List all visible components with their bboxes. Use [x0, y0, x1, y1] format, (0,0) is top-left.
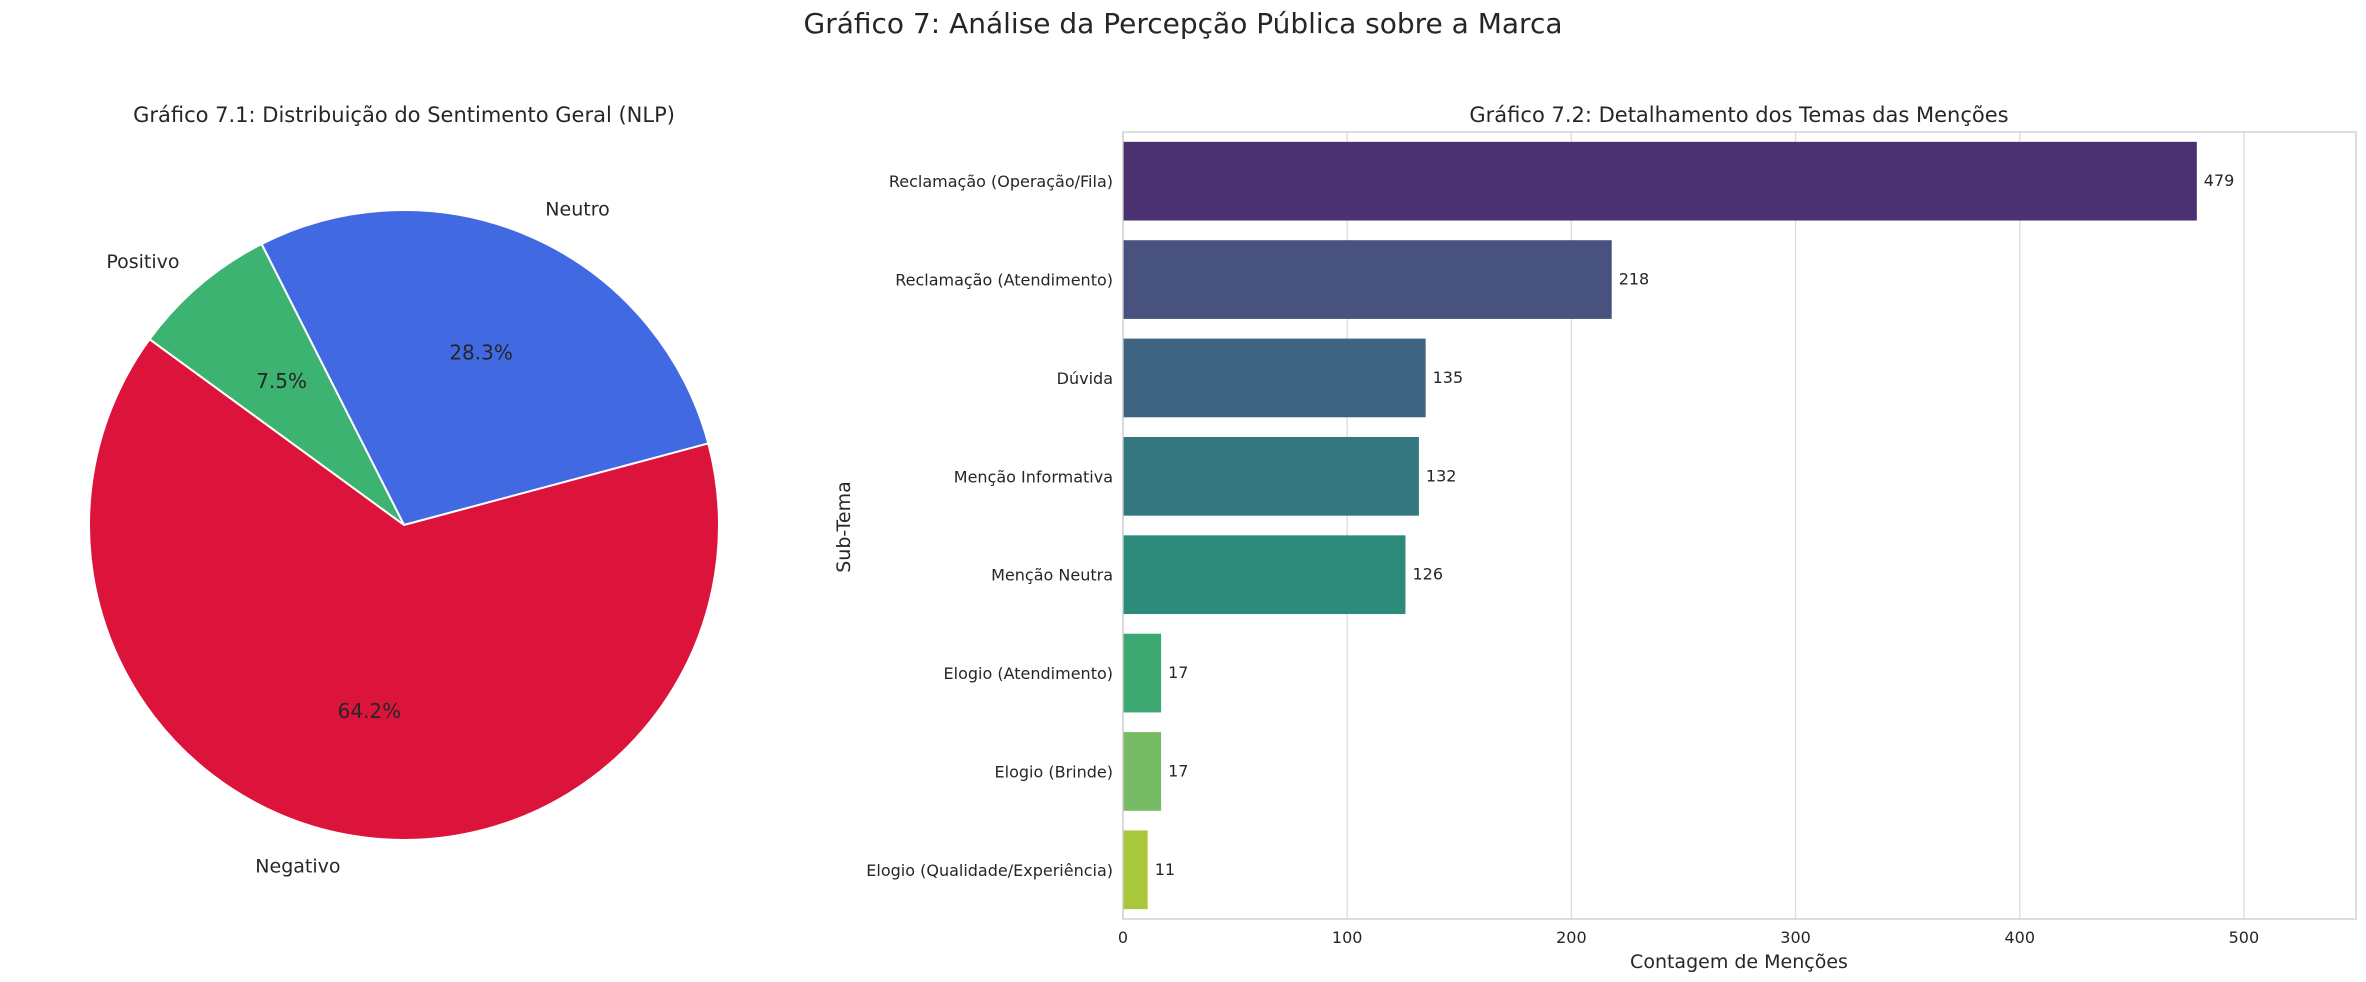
- bar-elogio-qualidade-experiencia: [1123, 830, 1148, 910]
- bar-y-axis-label: Sub-Tema: [833, 481, 855, 573]
- bar-x-axis-label: Contagem de Menções: [1630, 951, 1848, 973]
- pie-percent-positivo: 7.5%: [256, 369, 307, 393]
- pie-labels: Neutro 28.3% Positivo 7.5% Negativo 64.2%: [106, 199, 609, 878]
- bar-mencao-neutra: [1123, 535, 1406, 615]
- bar-chart: Gráfico 7.2: Detalhamento dos Temas das …: [833, 103, 2357, 973]
- x-tick-label-0: 0: [1118, 928, 1128, 947]
- pie-chart: Gráfico 7.1: Distribuição do Sentimento …: [88, 103, 720, 878]
- bar-y-tick-labels: Reclamação (Operação/Fila) Reclamação (At…: [866, 172, 1113, 880]
- pie-slice-neutro: [260, 208, 710, 527]
- bar-title: Gráfico 7.2: Detalhamento dos Temas das …: [1469, 103, 2008, 127]
- y-tick-label-reclamacao-operacao-fila: Reclamação (Operação/Fila): [889, 172, 1113, 191]
- y-tick-label-elogio-atendimento: Elogio (Atendimento): [944, 664, 1113, 683]
- bar-value-label-mencao-neutra: 126: [1413, 565, 1444, 584]
- bar-reclamacao-atendimento: [1123, 240, 1612, 319]
- pie-label-positivo: Positivo: [106, 251, 179, 273]
- y-tick-label-mencao-neutra: Menção Neutra: [991, 566, 1113, 585]
- bar-value-labels: 479 218 135 132 126 17 17 11: [1155, 171, 2235, 879]
- bar-axes-border: [1122, 131, 2357, 920]
- y-tick-label-reclamacao-atendimento: Reclamação (Atendimento): [895, 271, 1113, 290]
- y-tick-label-elogio-brinde: Elogio (Brinde): [995, 762, 1113, 781]
- bar-reclamacao-operacao-fila: [1123, 141, 2197, 221]
- x-tick-label-300: 300: [1780, 928, 1811, 947]
- y-tick-label-elogio-qualidade-experiencia: Elogio (Qualidade/Experiência): [866, 861, 1113, 880]
- pie-percent-negativo: 64.2%: [338, 699, 402, 723]
- pie-slices: [88, 208, 720, 841]
- x-tick-label-500: 500: [2229, 928, 2260, 947]
- y-tick-label-duvida: Dúvida: [1057, 369, 1113, 388]
- bar-value-label-mencao-informativa: 132: [1426, 466, 1457, 485]
- bar-mencao-informativa: [1123, 436, 1419, 516]
- pie-title: Gráfico 7.1: Distribuição do Sentimento …: [133, 103, 675, 127]
- pie-slice-positivo: [148, 242, 405, 526]
- pie-percent-neutro: 28.3%: [449, 340, 513, 364]
- bar-value-label-elogio-atendimento: 17: [1168, 663, 1188, 682]
- x-tick-label-400: 400: [2004, 928, 2035, 947]
- pie-label-neutro: Neutro: [545, 199, 609, 221]
- bar-axes-frame: [1122, 131, 2357, 920]
- x-tick-label-100: 100: [1332, 928, 1363, 947]
- bar-value-label-reclamacao-operacao-fila: 479: [2204, 171, 2235, 190]
- pie-label-negativo: Negativo: [255, 856, 340, 878]
- bar-value-label-elogio-brinde: 17: [1168, 761, 1188, 780]
- bar-x-tick-labels: 0 100 200 300 400 500: [1118, 928, 2259, 947]
- bar-value-label-elogio-qualidade-experiencia: 11: [1155, 860, 1175, 879]
- figure-title: Gráfico 7: Análise da Percepção Pública …: [804, 7, 1563, 40]
- x-tick-label-200: 200: [1556, 928, 1587, 947]
- y-tick-label-mencao-informativa: Menção Informativa: [954, 467, 1113, 486]
- bar-series: [1123, 141, 2197, 910]
- bar-elogio-brinde: [1123, 732, 1162, 811]
- pie-slice-negativo: [88, 337, 720, 841]
- bar-value-label-reclamacao-atendimento: 218: [1619, 270, 1650, 289]
- bar-elogio-atendimento: [1123, 633, 1162, 713]
- bar-value-label-duvida: 135: [1433, 368, 1464, 387]
- bar-duvida: [1123, 338, 1426, 418]
